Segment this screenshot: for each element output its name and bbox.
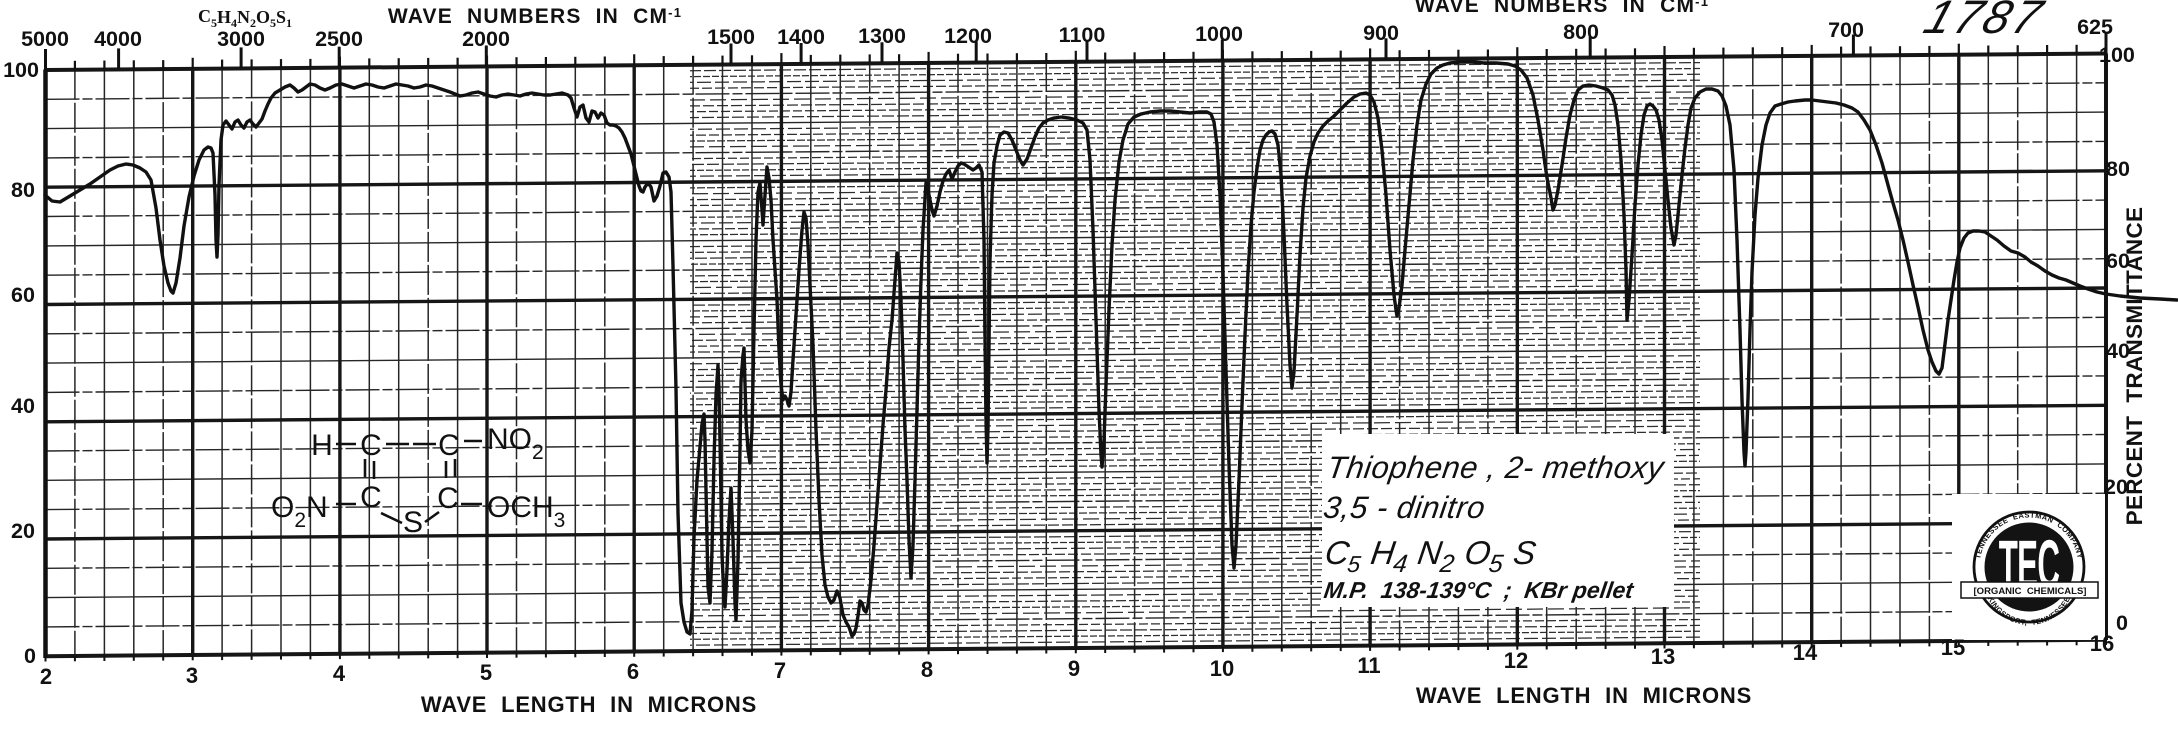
svg-text:2: 2 (40, 664, 52, 689)
svg-text:0: 0 (2116, 611, 2128, 635)
svg-text:40: 40 (2106, 339, 2130, 363)
svg-text:625: 625 (2077, 15, 2113, 39)
svg-text:80: 80 (2106, 157, 2130, 181)
svg-text:8: 8 (921, 657, 933, 682)
svg-text:WAVE NUMBERS IN CM-1: WAVE NUMBERS IN CM-1 (1415, 0, 1709, 17)
svg-text:NO2: NO2 (487, 423, 544, 464)
svg-text:1200: 1200 (944, 24, 992, 48)
svg-text:4000: 4000 (94, 27, 142, 51)
svg-text:1000: 1000 (1195, 22, 1243, 46)
svg-text:5000: 5000 (21, 27, 69, 51)
svg-text:2500: 2500 (315, 27, 363, 51)
svg-text:16: 16 (2090, 631, 2114, 656)
svg-text:100: 100 (2099, 43, 2135, 67)
svg-text:C: C (360, 429, 382, 462)
svg-text:[ORGANIC CHEMICALS]: [ORGANIC CHEMICALS] (1974, 586, 2087, 597)
svg-text:9: 9 (1068, 656, 1080, 681)
svg-text:80: 80 (11, 178, 35, 202)
svg-text:PERCENT TRANSMITTANCE: PERCENT TRANSMITTANCE (2122, 207, 2147, 526)
svg-text:H: H (311, 429, 333, 462)
svg-text:900: 900 (1363, 21, 1399, 45)
svg-text:2000: 2000 (462, 27, 510, 51)
svg-text:M.P. 138-139°C ; KBr pellet: M.P. 138-139°C ; KBr pellet (1322, 577, 1636, 603)
svg-text:0: 0 (24, 644, 36, 668)
svg-text:C: C (437, 482, 459, 515)
svg-text:20: 20 (11, 519, 35, 543)
svg-text:15: 15 (1941, 635, 1965, 660)
svg-text:3,5 - dinitro: 3,5 - dinitro (1321, 490, 1487, 525)
svg-text:1500: 1500 (707, 25, 755, 49)
svg-text:O2N: O2N (271, 491, 328, 532)
svg-text:1400: 1400 (777, 25, 825, 49)
svg-text:11: 11 (1357, 653, 1380, 678)
svg-text:WAVE LENGTH IN MICRONS: WAVE LENGTH IN MICRONS (421, 692, 757, 717)
svg-text:3: 3 (186, 663, 198, 688)
svg-text:WAVE LENGTH IN MICRONS: WAVE LENGTH IN MICRONS (1416, 683, 1752, 708)
svg-text:100: 100 (3, 58, 39, 82)
svg-text:20: 20 (2104, 475, 2128, 499)
svg-text:OCH3: OCH3 (487, 491, 565, 532)
svg-text:60: 60 (2106, 249, 2130, 273)
svg-text:12: 12 (1504, 648, 1528, 673)
svg-text:14: 14 (1793, 640, 1818, 665)
svg-text:6: 6 (627, 659, 639, 684)
svg-text:60: 60 (11, 283, 35, 307)
svg-text:700: 700 (1828, 18, 1864, 42)
svg-text:5: 5 (480, 660, 492, 685)
svg-text:7: 7 (774, 658, 786, 683)
svg-text:3000: 3000 (217, 27, 265, 51)
svg-text:S: S (403, 506, 423, 539)
svg-text:13: 13 (1651, 644, 1675, 669)
svg-text:WAVE NUMBERS IN CM-1: WAVE NUMBERS IN CM-1 (388, 5, 682, 28)
svg-text:1100: 1100 (1059, 23, 1106, 47)
svg-text:1300: 1300 (858, 24, 906, 48)
svg-text:10: 10 (1210, 656, 1234, 681)
svg-text:40: 40 (11, 394, 35, 418)
svg-text:800: 800 (1563, 20, 1599, 44)
svg-text:4: 4 (333, 661, 346, 686)
svg-text:C: C (438, 429, 460, 462)
svg-text:1787: 1787 (1918, 0, 2052, 44)
svg-text:Thiophene , 2- methoxy: Thiophene , 2- methoxy (1325, 450, 1668, 485)
svg-text:C: C (360, 481, 382, 514)
